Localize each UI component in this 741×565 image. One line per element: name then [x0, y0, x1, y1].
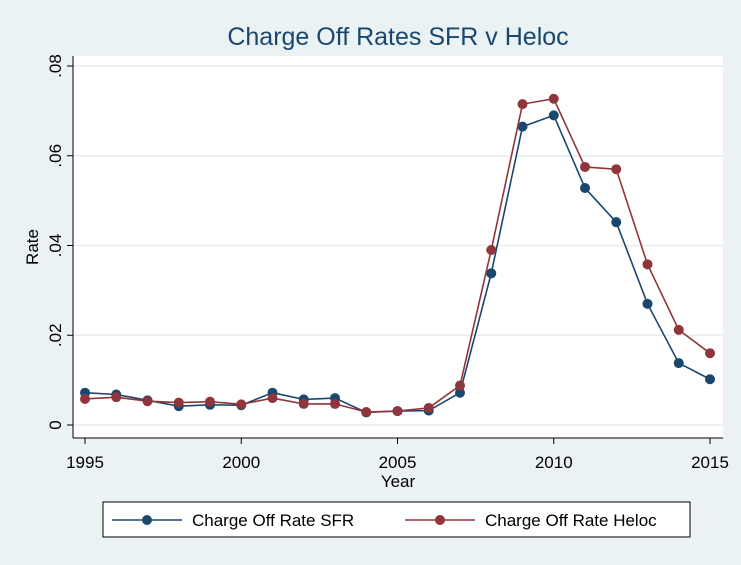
data-point: [142, 396, 153, 407]
x-tick-label: 2015: [691, 453, 729, 472]
data-point: [673, 358, 684, 369]
data-point: [423, 402, 434, 413]
y-tick-label: 0: [46, 420, 65, 429]
data-point: [111, 392, 122, 403]
data-point: [548, 110, 559, 121]
data-point: [580, 161, 590, 172]
y-tick-label: .02: [46, 323, 65, 347]
data-point: [642, 298, 653, 309]
legend-marker: [142, 515, 152, 525]
x-tick-label: 2005: [379, 453, 417, 472]
data-point: [517, 121, 528, 132]
y-tick-label: .06: [46, 144, 65, 168]
data-point: [580, 183, 590, 194]
data-point: [236, 399, 247, 410]
data-point: [455, 380, 465, 391]
legend-label: Charge Off Rate Heloc: [485, 511, 657, 530]
data-point: [392, 406, 403, 417]
x-tick-label: 1995: [66, 453, 104, 472]
data-point: [642, 259, 653, 270]
y-tick-label: .08: [46, 54, 65, 78]
y-axis-ticks: 0 .02 .04 .06 .08: [46, 54, 73, 430]
chart-title: Charge Off Rates SFR v Heloc: [227, 23, 568, 51]
data-point: [548, 93, 559, 104]
data-point: [611, 217, 622, 228]
data-point: [455, 387, 465, 398]
x-tick-label: 2010: [535, 453, 573, 472]
x-tick-label: 2000: [222, 453, 260, 472]
x-axis-ticks: 1995 2000 2005 2010 2015: [66, 438, 729, 472]
legend-box: [102, 501, 691, 538]
data-point: [361, 406, 372, 417]
data-point: [80, 393, 90, 404]
series-group: [80, 93, 715, 418]
data-point: [267, 393, 278, 404]
legend-marker: [435, 515, 445, 525]
data-point: [673, 324, 684, 335]
x-axis-title: Year: [381, 472, 416, 491]
data-point: [486, 244, 497, 255]
y-tick-label: .04: [46, 234, 65, 258]
data-point: [298, 398, 309, 409]
data-point: [517, 99, 528, 110]
plot-area: [73, 56, 723, 438]
data-point: [173, 397, 184, 408]
data-point: [205, 396, 215, 407]
data-point: [705, 374, 715, 385]
data-point: [705, 348, 715, 359]
y-axis-title: Rate: [23, 229, 42, 265]
legend-label: Charge Off Rate SFR: [192, 511, 354, 530]
data-point: [486, 268, 497, 279]
data-point: [330, 398, 340, 409]
data-point: [611, 164, 622, 175]
gridlines: [73, 65, 723, 426]
legend: Charge Off Rate SFR Charge Off Rate Heloc: [102, 501, 691, 538]
